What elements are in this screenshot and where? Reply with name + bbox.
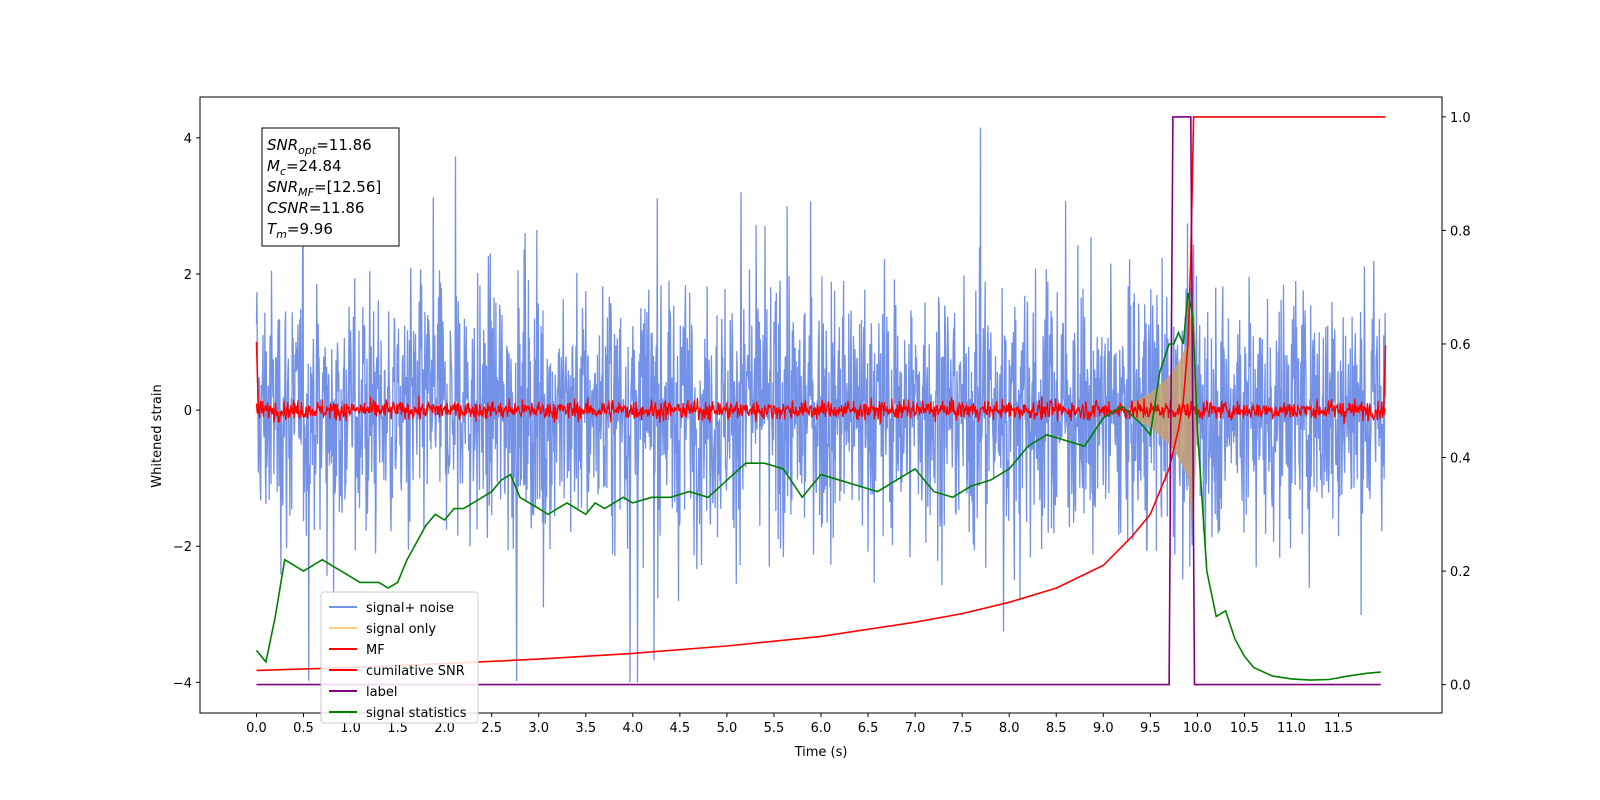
y-axis-label: Whitened strain — [150, 384, 165, 487]
x-tick-label: 2.5 — [481, 721, 502, 736]
x-tick-label: 9.0 — [1093, 721, 1114, 736]
legend-label: signal only — [366, 622, 436, 637]
x-tick-label: 3.5 — [575, 721, 596, 736]
x-tick-label: 3.0 — [528, 721, 549, 736]
series-signal-statistics — [255, 292, 1381, 681]
x-axis-label: Time (s) — [794, 745, 848, 760]
legend-label: label — [366, 685, 397, 700]
x-tick-label: 4.5 — [670, 721, 691, 736]
x-tick-label: 8.5 — [1046, 721, 1067, 736]
stat-line: SNRopt=11.86 — [267, 136, 372, 157]
y2-tick-label: 0.6 — [1450, 338, 1471, 353]
stat-line: Mc=24.84 — [267, 157, 342, 178]
plot-area — [255, 116, 1387, 686]
legend: signal+ noise signal only MF cumilative SNR… — [320, 591, 479, 724]
y-tick-label: 2 — [184, 268, 192, 283]
x-tick-label: 11.5 — [1324, 721, 1353, 736]
stats-annotation-box: SNRopt=11.86Mc=24.84SNRMF=[12.56]CSNR=11… — [261, 127, 400, 247]
x-tick-label: 6.0 — [811, 721, 832, 736]
y-tick-label: −4 — [173, 676, 192, 691]
y2-tick-label: 0.4 — [1450, 452, 1471, 467]
x-tick-label: 5.0 — [717, 721, 738, 736]
legend-label: MF — [366, 643, 385, 658]
x-tick-label: 4.0 — [622, 721, 643, 736]
x-tick-label: 0.5 — [293, 721, 314, 736]
series-signal-noise — [255, 127, 1387, 683]
stat-line: SNRMF=[12.56] — [267, 178, 381, 199]
x-tick-label: 1.5 — [387, 721, 408, 736]
x-tick-label: 10.0 — [1183, 721, 1212, 736]
x-tick-label: 7.0 — [905, 721, 926, 736]
x-tick-label: 1.0 — [340, 721, 361, 736]
y-tick-label: 4 — [184, 132, 192, 147]
y2-tick-label: 0.8 — [1450, 224, 1471, 239]
y2-tick-label: 1.0 — [1450, 111, 1471, 126]
legend-label: signal statistics — [366, 706, 467, 721]
axes: 0.0 0.5 1.0 1.5 2.0 2.5 3.0 3.5 4.0 4.5 5.0 5.5 6.0 6… — [173, 96, 1471, 736]
y2-tick-label: 0.2 — [1450, 565, 1471, 580]
series-mf-end-spike — [1382, 345, 1387, 411]
legend-label: signal+ noise — [366, 601, 454, 616]
y2-tick-label: 0.0 — [1450, 679, 1471, 694]
y-tick-label: −2 — [173, 540, 192, 555]
x-tick-label: 0.0 — [246, 721, 267, 736]
x-tick-label: 11.0 — [1277, 721, 1306, 736]
series-cumulative-snr — [256, 116, 1386, 672]
x-tick-label: 7.5 — [952, 721, 973, 736]
legend-label: cumilative SNR — [366, 664, 465, 679]
series-label — [256, 116, 1381, 686]
y-tick-label: 0 — [184, 404, 192, 419]
series-mf-start-spike — [255, 342, 260, 411]
x-tick-label: 10.5 — [1230, 721, 1259, 736]
stat-line: Tm=9.96 — [267, 220, 333, 241]
x-tick-label: 6.5 — [858, 721, 879, 736]
x-tick-label: 5.5 — [764, 721, 785, 736]
x-tick-label: 9.5 — [1140, 721, 1161, 736]
stat-line: CSNR=11.86 — [267, 199, 364, 217]
x-tick-label: 8.0 — [999, 721, 1020, 736]
x-tick-label: 2.0 — [434, 721, 455, 736]
